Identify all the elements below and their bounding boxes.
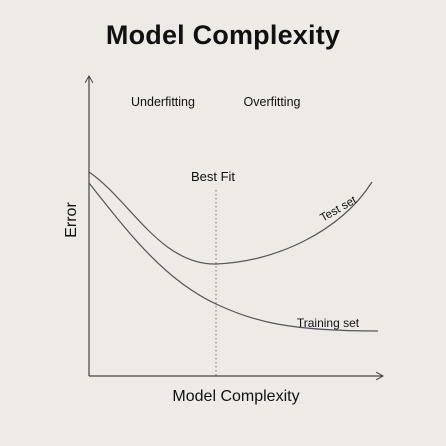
test-set-label: Test set bbox=[318, 194, 359, 225]
test-set-curve bbox=[88, 171, 373, 265]
underfitting-label: Underfitting bbox=[131, 95, 195, 109]
training-set-label: Training set bbox=[297, 316, 360, 330]
overfitting-label: Overfitting bbox=[244, 95, 301, 109]
x-axis-label: Model Complexity bbox=[172, 388, 299, 405]
diagram-title: Model Complexity bbox=[105, 20, 341, 50]
best-fit-label: Best Fit bbox=[191, 169, 235, 184]
y-axis-label: Error bbox=[63, 202, 80, 238]
training-set-curve bbox=[88, 182, 379, 332]
